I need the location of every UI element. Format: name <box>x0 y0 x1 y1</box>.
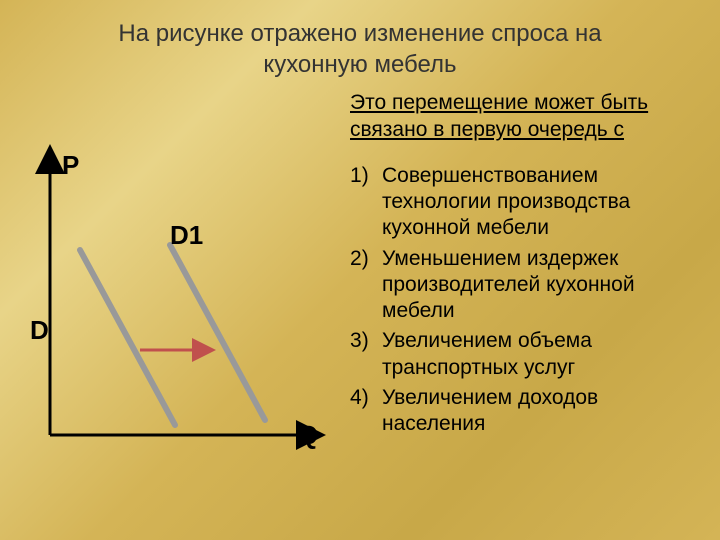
options-list: Совершенствованием технологии производст… <box>350 163 690 438</box>
title-line-2: кухонную мебель <box>263 51 456 78</box>
option-2: Уменьшением издержек производителей кухо… <box>350 246 690 325</box>
option-4: Увеличением доходов населения <box>350 385 690 438</box>
curve-d <box>80 250 175 425</box>
content-area: P Q D D1 Это перемещение может быть связ… <box>0 90 720 470</box>
slide-title: На рисунке отражено изменение спроса на … <box>0 0 720 80</box>
text-panel: Это перемещение может быть связано в пер… <box>350 90 720 470</box>
option-3: Увеличением объема транспортных услуг <box>350 328 690 381</box>
label-d1: D1 <box>170 220 203 251</box>
option-1: Совершенствованием технологии производст… <box>350 163 690 242</box>
chart-svg <box>0 90 350 470</box>
label-d: D <box>30 315 49 346</box>
curve-d1 <box>170 245 265 420</box>
label-p: P <box>62 150 79 181</box>
question-text: Это перемещение может быть связано в пер… <box>350 90 690 143</box>
title-line-1: На рисунке отражено изменение спроса на <box>118 20 601 47</box>
label-q: Q <box>298 420 318 451</box>
demand-chart: P Q D D1 <box>0 90 350 470</box>
